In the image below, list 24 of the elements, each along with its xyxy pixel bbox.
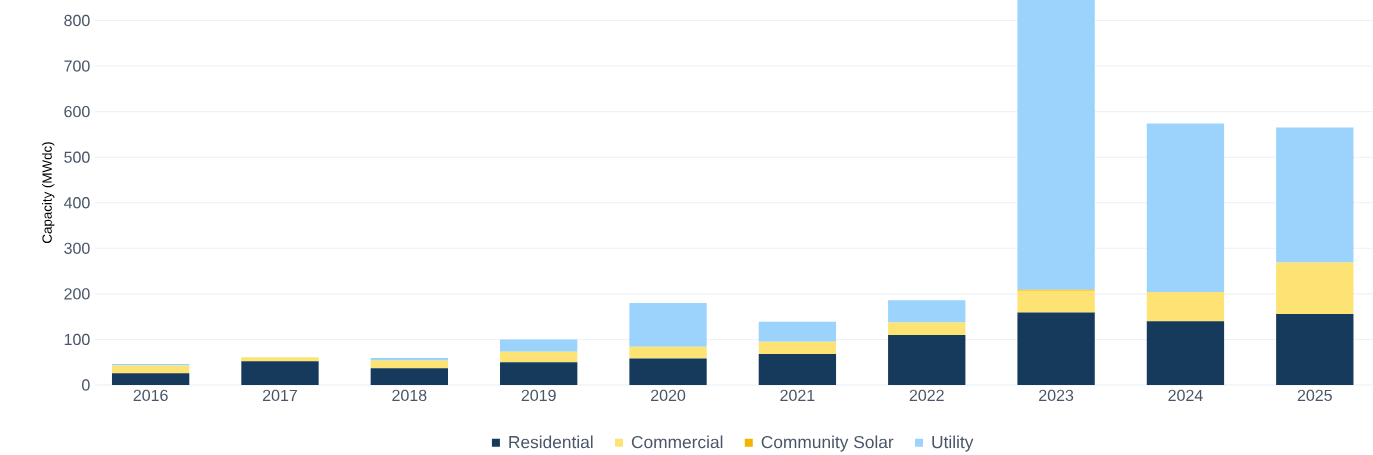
y-tick-label: 300 <box>64 242 90 254</box>
legend-label: Community Solar <box>761 435 894 452</box>
y-tick-label: 0 <box>82 379 90 391</box>
y-axis-title: Capacity (MWdc) <box>42 142 55 243</box>
y-tick-label: 500 <box>64 151 90 163</box>
legend-label: Commercial <box>631 435 723 449</box>
x-tick-label: 2023 <box>1039 389 1074 402</box>
y-tick-label: 200 <box>64 288 90 300</box>
y-tick-label: 600 <box>64 105 90 118</box>
y-tick-label: 700 <box>64 60 90 72</box>
legend-label: Residential <box>509 435 593 449</box>
y-tick-label: 100 <box>64 333 90 346</box>
x-tick-label: 2022 <box>909 389 944 402</box>
x-tick-label: 2025 <box>1297 389 1332 402</box>
x-tick-label: 2021 <box>780 389 815 402</box>
x-tick-label: 2020 <box>651 389 686 402</box>
y-tick-label: 800 <box>64 14 90 27</box>
x-tick-label: 2017 <box>262 389 297 402</box>
x-tick-label: 2018 <box>392 389 427 402</box>
y-tick-label: 400 <box>63 197 90 209</box>
x-tick-label: 2016 <box>133 389 168 402</box>
legend-label: Utility <box>932 435 974 452</box>
x-tick-label: 2019 <box>521 389 556 402</box>
x-tick-label: 2024 <box>1168 389 1203 402</box>
